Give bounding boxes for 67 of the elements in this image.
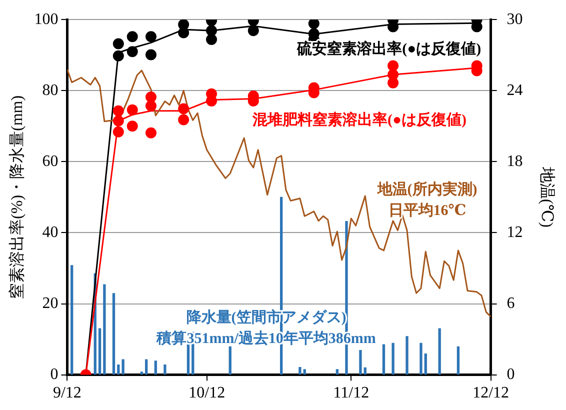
y-tick-label: 80: [42, 82, 58, 99]
y-tick-label: 100: [34, 10, 58, 28]
x-tick-label: 9/12: [52, 384, 82, 402]
point: [126, 120, 138, 132]
bar: [298, 367, 302, 375]
bar: [70, 265, 74, 375]
point: [206, 34, 218, 45]
point: [112, 105, 124, 116]
bar: [98, 328, 102, 375]
point: [248, 25, 259, 36]
point: [178, 103, 190, 114]
x-tick-label: 10/12: [188, 384, 226, 402]
point: [388, 77, 399, 88]
bar: [303, 369, 306, 375]
series-label: 地温(所内実測): [376, 180, 478, 198]
bar: [154, 360, 157, 375]
y-tick-label: 0: [50, 366, 58, 384]
y-tick-label: 60: [42, 152, 58, 170]
y2-tick-label: 6: [506, 294, 515, 312]
point: [126, 31, 138, 42]
x-tick-label: 12/12: [472, 384, 510, 402]
bar: [140, 372, 144, 375]
y2-tick-label: 24: [506, 82, 523, 99]
y2-tick-label: 12: [506, 224, 523, 241]
bar: [424, 354, 427, 375]
point: [112, 115, 124, 126]
y-tick-label: 20: [42, 294, 58, 312]
bar: [382, 344, 386, 375]
bar: [392, 342, 394, 375]
bar: [103, 284, 106, 375]
y-axis-title: 窒素溶出率(%)・降水量(mm): [8, 95, 26, 299]
bar: [456, 346, 460, 375]
bar: [122, 359, 124, 375]
bar: [145, 359, 148, 375]
point: [145, 100, 156, 112]
y2-tick-label: 0: [506, 366, 515, 384]
point: [178, 27, 190, 38]
bar: [336, 369, 339, 375]
point: [112, 126, 124, 138]
point: [206, 25, 218, 36]
bar: [117, 364, 120, 375]
bar: [112, 293, 116, 375]
annotation: 日平均16℃: [388, 202, 466, 219]
point: [145, 127, 156, 138]
point: [112, 38, 124, 50]
point: [145, 31, 156, 42]
y2-axis-title: 地温(℃): [538, 166, 556, 228]
bar: [364, 367, 366, 375]
point: [145, 92, 156, 103]
series-label: 混堆肥料窒素溶出率(●は反復値): [251, 110, 467, 129]
y2-tick-label: 30: [506, 10, 523, 28]
point: [145, 49, 156, 60]
y2-tick-label: 18: [506, 152, 523, 170]
point: [126, 46, 138, 58]
bar: [406, 336, 408, 375]
x-tick-label: 11/12: [333, 384, 370, 402]
point: [112, 50, 124, 62]
bar: [438, 328, 441, 375]
bar: [359, 350, 362, 375]
bar: [420, 342, 422, 375]
y-tick-label: 40: [42, 224, 58, 241]
point: [388, 60, 399, 72]
point: [178, 114, 190, 126]
point: [308, 20, 320, 30]
bar: [164, 364, 166, 375]
point: [126, 104, 138, 116]
bar: [228, 346, 232, 375]
